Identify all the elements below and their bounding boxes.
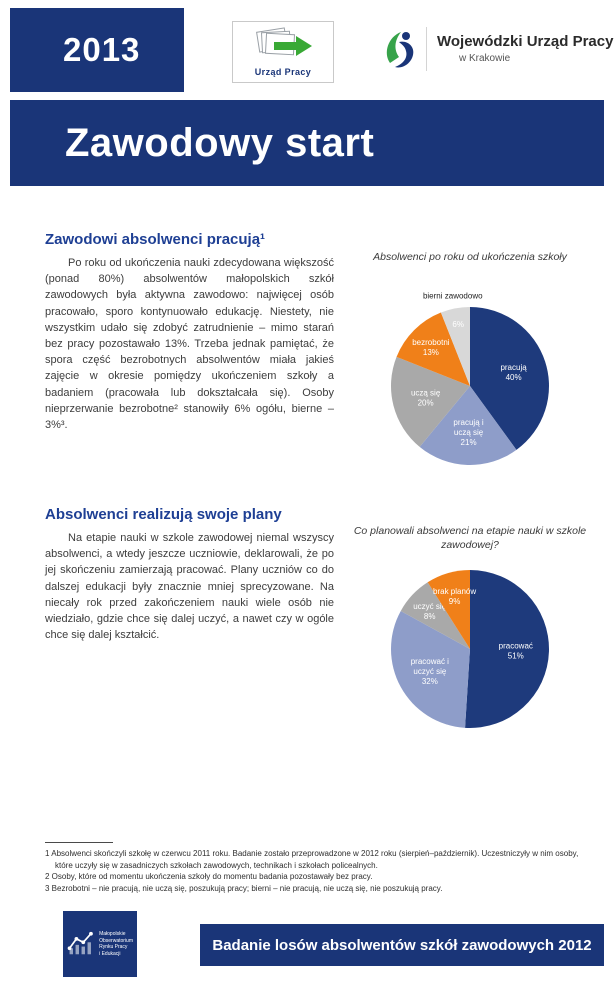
pie-slice-pracują: [470, 307, 549, 450]
line-chart-icon: [67, 931, 93, 955]
footer-logo-line: Małopolskie: [99, 931, 126, 937]
pie-label: pracować i uczyć się 32%: [411, 657, 449, 686]
pie-label: uczą się 20%: [411, 388, 441, 407]
pie-slice-bierni-zawodowo: [440, 307, 470, 386]
pie-slice-uczyć-się: [400, 582, 470, 649]
pie-label: brak planów 9%: [433, 587, 476, 606]
pie-value-label: 6%: [452, 320, 464, 329]
year-label: 2013: [63, 31, 141, 68]
year-box: 2013: [10, 8, 184, 92]
footer-logo-line: Obserwatorium: [99, 937, 133, 944]
footer-logo-line: Rynku Pracy: [99, 944, 128, 950]
section-2-heading: Absolwenci realizują swoje plany: [45, 506, 282, 523]
pie-slice-brak-planów: [427, 570, 470, 649]
pie-label: pracować 51%: [499, 641, 533, 660]
pie-label: bezrobotni 13%: [412, 338, 450, 357]
footnote: 2 Osoby, które od momentu ukończenia szk…: [45, 872, 373, 881]
page-title: Zawodowy start: [65, 120, 375, 165]
footer-logo: Małopolskie Obserwatorium Rynku Pracy i Edu…: [63, 911, 137, 977]
pie-slice-pracować: [465, 570, 550, 728]
section-1-body: Po roku od ukończenia nauki zdecydowana …: [45, 257, 334, 432]
footer-bar-text: Badanie losów absolwentów szkół zawodowy…: [212, 936, 592, 954]
pie-label: uczyć się 8%: [413, 602, 446, 621]
chart-2: Co planowali absolwenci na etapie nauki …: [344, 524, 596, 739]
pie-slice-pracują-i-uczą-się: [419, 386, 517, 465]
pie-label: pracują 40%: [500, 363, 527, 382]
urzad-pracy-label: Urząd Pracy: [254, 67, 312, 77]
footnote: 1 Absolwenci skończyli szkołę w czerwcu …: [45, 849, 579, 870]
person-leaf-icon: [386, 32, 414, 68]
pie-slice-pracować-i-uczyć-się: [391, 610, 470, 728]
pie-chart-graduates-after-school: pracują 40% pracują i uczą się 21% uczą się 20…: [391, 292, 549, 465]
footer-logo-text: Małopolskie Obserwatorium Rynku Pracy i Edu…: [99, 931, 133, 957]
pie-slice-bezrobotni: [396, 312, 470, 386]
section-2-body: Na etapie nauki w szkole zawodowej niema…: [45, 532, 334, 642]
urzad-pracy-logo: Urząd Pracy: [232, 21, 334, 83]
title-banner: Zawodowy start: [10, 100, 604, 186]
wup-subtitle: w Krakowie: [459, 53, 511, 64]
logo-divider: [426, 27, 427, 71]
papers-with-green-arrow-icon: [256, 27, 312, 56]
pie-slice-uczą-się: [391, 356, 470, 447]
chart-1-title: Absolwenci po roku od ukończenia szkoły: [373, 251, 567, 263]
footer-bar: Badanie losów absolwentów szkół zawodowy…: [200, 924, 604, 966]
footnotes: 1 Absolwenci skończyli szkołę w czerwcu …: [45, 848, 593, 894]
wup-logo: Wojewódzki Urząd Pracy w Krakowie: [382, 27, 613, 73]
pie-chart-graduates-plans: pracować 51% pracować i uczyć się 32% uczyć s…: [391, 570, 550, 728]
footnote-divider: [45, 842, 113, 843]
section-1-heading: Zawodowi absolwenci pracują¹: [45, 231, 266, 248]
chart-2-title: Co planowali absolwenci na etapie nauki …: [353, 525, 587, 551]
pie-outside-label: bierni zawodowo: [423, 292, 483, 301]
wup-title: Wojewódzki Urząd Pracy: [437, 33, 614, 50]
footer-logo-line: i Edukacji: [99, 950, 121, 957]
pie-label: pracują i uczą się 21%: [453, 418, 483, 447]
footnote: 3 Bezrobotni – nie pracują, nie uczą się…: [45, 883, 443, 893]
chart-1: Absolwenci po roku od ukończenia szkoły …: [344, 250, 596, 476]
